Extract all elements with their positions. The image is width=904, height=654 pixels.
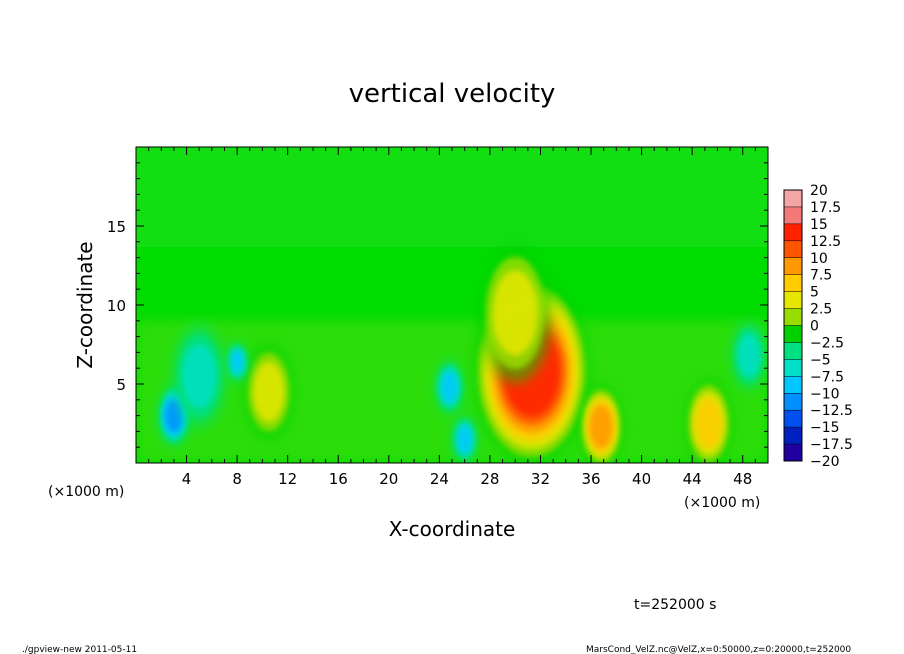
feature-6 [226, 340, 249, 383]
y-axis: 5 10 15 [107, 162, 768, 448]
feature-10-level-2 [737, 334, 761, 377]
feature-10 [730, 320, 768, 391]
colorbar-swatch [784, 206, 802, 225]
x-tick-label: 12 [278, 470, 297, 488]
feature-3-level-3 [695, 398, 722, 449]
feature-8 [451, 414, 478, 463]
y-tick-label: 15 [107, 218, 126, 236]
colorbar-label: 15 [810, 217, 828, 233]
x-unit-right: (×1000 m) [684, 495, 760, 511]
colorbar-label: −5 [810, 352, 831, 368]
colorbar-swatch [784, 359, 802, 377]
feature-7 [434, 359, 465, 416]
plot-area [136, 147, 768, 463]
feature-4 [243, 343, 295, 441]
x-tick-label: 4 [182, 470, 192, 488]
colorbar-swatch [784, 427, 802, 445]
feature-3 [684, 378, 733, 463]
x-tick-label: 28 [480, 470, 499, 488]
x-tick-label: 8 [232, 470, 242, 488]
footer-right: MarsCond_VelZ.nc@VelZ,x=0:50000,z=0:2000… [586, 645, 851, 654]
feature-8-level-3 [457, 425, 472, 453]
feature-4-level-2 [253, 362, 285, 422]
colorbar-swatch [784, 342, 802, 360]
footer-left: ./gpview-new 2011-05-11 [22, 645, 137, 654]
y-tick-label: 10 [107, 297, 126, 315]
chart-title: vertical velocity [349, 79, 556, 109]
colorbar-label: 7.5 [810, 268, 832, 284]
x-tick-label: 16 [329, 470, 348, 488]
colorbar-swatch [784, 325, 802, 343]
colorbar-swatch [784, 393, 802, 411]
colorbar-label: −7.5 [810, 369, 844, 385]
x-tick-label: 20 [379, 470, 398, 488]
colorbar-label: 5 [810, 285, 819, 301]
colorbar-label: 20 [810, 183, 828, 199]
colorbar-label: −2.5 [810, 335, 844, 351]
colorbar-label: 0 [810, 319, 819, 335]
x-tick-label: 32 [531, 470, 550, 488]
x-tick-label: 44 [683, 470, 702, 488]
colorbar-label: 17.5 [810, 200, 841, 216]
colorbar-swatch [784, 410, 802, 428]
x-tick-label: 36 [581, 470, 600, 488]
time-label: t=252000 s [634, 597, 716, 613]
colorbar-label: 2.5 [810, 302, 832, 318]
feature-6-level-3 [230, 350, 244, 374]
x-tick-label: 40 [632, 470, 651, 488]
colorbar-swatch [784, 190, 802, 208]
colorbar-label: 12.5 [810, 234, 841, 250]
x-tick-label: 24 [430, 470, 449, 488]
feature-2-level-4 [589, 404, 613, 449]
colorbar: 2017.51512.5107.552.50−2.5−5−7.5−10−12.5… [783, 183, 853, 470]
colorbar-swatch [784, 444, 802, 462]
feature-7-level-3 [441, 371, 458, 403]
colorbar-swatch [784, 291, 802, 310]
velocity-features [157, 243, 768, 463]
feature-2 [579, 384, 624, 463]
feature-1-level-2 [492, 270, 538, 356]
colorbar-label: −17.5 [810, 437, 853, 453]
upper-band [136, 147, 768, 247]
colorbar-label: −20 [810, 454, 840, 470]
colorbar-swatch [784, 223, 802, 242]
colorbar-label: 10 [810, 251, 828, 267]
feature-9-level-2 [182, 344, 217, 409]
colorbar-swatch [784, 376, 802, 394]
colorbar-swatch [784, 308, 802, 326]
colorbar-label: −15 [810, 420, 840, 436]
x-tick-label: 48 [733, 470, 752, 488]
colorbar-label: −12.5 [810, 403, 853, 419]
y-axis-label: Z-coordinate [73, 241, 97, 368]
x-axis: 4 8 12 16 20 24 28 32 36 40 44 48 [148, 147, 756, 488]
colorbar-swatch [784, 274, 802, 293]
feature-1 [478, 243, 552, 383]
y-tick-label: 5 [116, 376, 126, 394]
colorbar-swatch [784, 240, 802, 259]
colorbar-label: −10 [810, 386, 840, 402]
colorbar-swatch [784, 257, 802, 276]
x-unit-left: (×1000 m) [48, 484, 124, 500]
x-axis-label: X-coordinate [389, 517, 516, 541]
feature-9 [171, 323, 227, 429]
